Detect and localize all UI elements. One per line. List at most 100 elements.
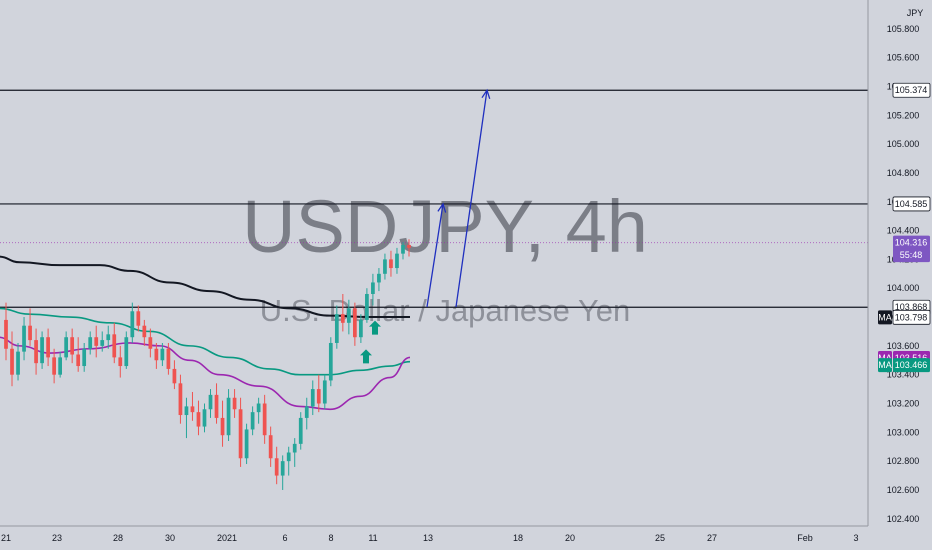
candle-body bbox=[142, 325, 147, 338]
candle bbox=[118, 345, 123, 378]
price-tags: 105.374 104.585 104.316 55:48 103.868103.798… bbox=[878, 82, 931, 373]
candle bbox=[4, 302, 8, 361]
horizontal-levels[interactable] bbox=[0, 89, 868, 308]
candle bbox=[166, 342, 171, 375]
candle-body bbox=[292, 443, 297, 453]
price-tag-label: 55:48 bbox=[900, 250, 923, 260]
candle bbox=[232, 389, 237, 418]
time-tick-label: 21 bbox=[1, 533, 11, 543]
candle bbox=[22, 317, 26, 361]
candle-body bbox=[190, 406, 195, 413]
ma-tag-box bbox=[878, 358, 892, 373]
candle bbox=[298, 412, 303, 450]
candle-body bbox=[112, 334, 117, 358]
candle bbox=[304, 397, 309, 430]
price-tag-label: 103.516 bbox=[895, 353, 928, 363]
candle-body bbox=[154, 348, 159, 361]
candle-body bbox=[401, 244, 405, 254]
ma-long-line bbox=[0, 255, 410, 319]
candle bbox=[28, 308, 32, 346]
candle-body bbox=[214, 394, 219, 418]
candle-body bbox=[377, 273, 381, 283]
candle-body bbox=[82, 348, 87, 367]
candle-body bbox=[310, 389, 315, 407]
candle-body bbox=[232, 397, 237, 410]
price-tag-box bbox=[893, 248, 930, 263]
candle-body bbox=[389, 259, 393, 269]
price-tick-label: 102.400 bbox=[887, 514, 920, 524]
candle-body bbox=[94, 337, 99, 346]
candle bbox=[353, 302, 357, 346]
candle bbox=[274, 446, 279, 485]
candle bbox=[184, 397, 189, 439]
candle bbox=[250, 406, 255, 436]
price-tag-box bbox=[893, 358, 930, 373]
candle-body bbox=[383, 259, 387, 274]
price-tick-label: 105.800 bbox=[887, 24, 920, 34]
candle bbox=[148, 328, 153, 358]
price-tag-label: 103.466 bbox=[895, 360, 928, 370]
candle-body bbox=[160, 348, 165, 361]
candle-body bbox=[353, 308, 357, 338]
price-tag: 104.585 bbox=[892, 196, 931, 212]
candle-body bbox=[226, 397, 231, 436]
time-tick-label: 23 bbox=[52, 533, 62, 543]
candle bbox=[262, 394, 267, 444]
candle-body bbox=[268, 435, 273, 459]
projection-arrow-line bbox=[455, 90, 488, 308]
drawings[interactable] bbox=[360, 88, 491, 364]
price-tick-label: 103.600 bbox=[887, 341, 920, 351]
candle bbox=[130, 302, 135, 343]
candle-body bbox=[184, 406, 189, 416]
candle bbox=[82, 342, 87, 372]
candle-body bbox=[10, 348, 14, 375]
candle-body bbox=[316, 389, 321, 404]
candle-body bbox=[359, 319, 363, 338]
price-tag-label: 104.585 bbox=[895, 199, 928, 209]
candle-body bbox=[407, 244, 411, 248]
price-tick-label: 103.200 bbox=[887, 399, 920, 409]
candle bbox=[328, 337, 333, 387]
price-tag-box bbox=[892, 82, 931, 98]
candle-body bbox=[118, 357, 123, 367]
time-axis-background bbox=[0, 526, 932, 550]
candle-body bbox=[322, 380, 327, 404]
candle bbox=[40, 331, 44, 369]
time-tick-label: 6 bbox=[282, 533, 287, 543]
price-tag-label: 105.374 bbox=[895, 85, 928, 95]
candle bbox=[190, 391, 195, 421]
projection-arrow-line bbox=[426, 203, 444, 308]
candle-body bbox=[274, 458, 279, 476]
time-tick-label: 25 bbox=[655, 533, 665, 543]
candle-body bbox=[365, 293, 369, 320]
candle-body bbox=[280, 461, 285, 476]
candles[interactable] bbox=[4, 239, 411, 490]
ma-tag-box bbox=[878, 310, 892, 325]
candle bbox=[244, 423, 249, 465]
time-tick-label: 27 bbox=[707, 533, 717, 543]
time-tick-label: Feb bbox=[797, 533, 813, 543]
price-axis[interactable]: JPY 105.800105.600105.400105.200105.0001… bbox=[867, 0, 932, 526]
candle-body bbox=[4, 319, 8, 349]
candle bbox=[268, 426, 273, 467]
candle bbox=[160, 342, 165, 367]
candle-body bbox=[28, 325, 32, 341]
candle bbox=[292, 438, 297, 467]
candle bbox=[334, 305, 339, 349]
candle bbox=[280, 455, 285, 490]
candle bbox=[383, 253, 387, 280]
candle bbox=[340, 293, 345, 332]
time-tick-label: 20 bbox=[565, 533, 575, 543]
candle-body bbox=[196, 412, 201, 427]
candle-body bbox=[340, 314, 345, 323]
candle-body bbox=[178, 383, 183, 416]
candle bbox=[322, 374, 327, 410]
watermark-subtitle: U.S. Dollar / Japanese Yen bbox=[260, 293, 631, 328]
candle-body bbox=[16, 351, 20, 375]
time-axis[interactable]: 21 23 28 30 2021 6 8 11 13 18 20 25 27 Feb 3 bbox=[0, 525, 932, 550]
candle bbox=[70, 328, 75, 364]
price-tag-label: 103.868 bbox=[895, 302, 928, 312]
price-tick-label: 103.000 bbox=[887, 427, 920, 437]
